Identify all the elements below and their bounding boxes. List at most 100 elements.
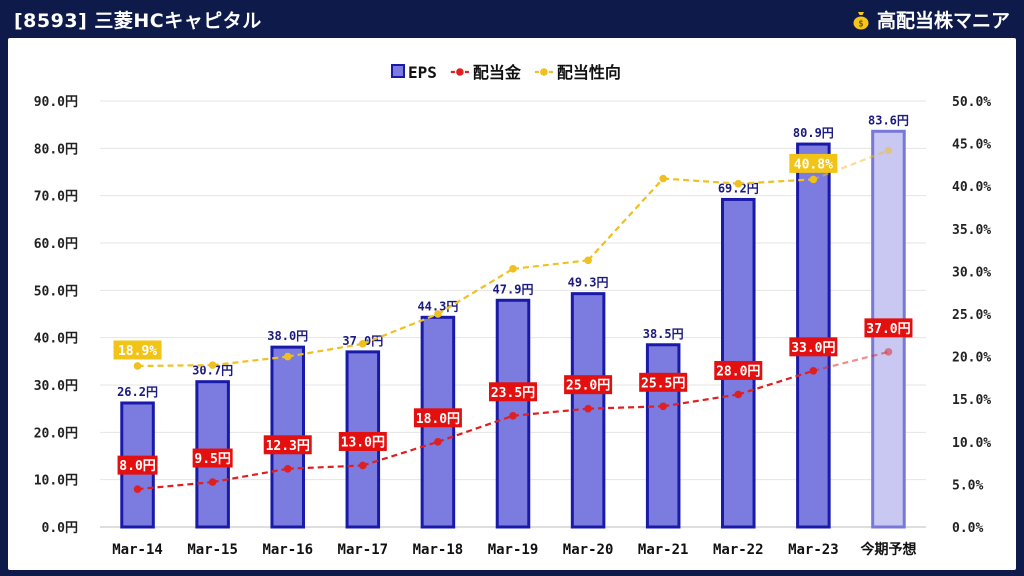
- y-right-tick-label: 10.0%: [952, 436, 991, 451]
- dividend-data-label-box: [789, 337, 838, 357]
- dividend-data-label-box: [117, 455, 158, 475]
- y-left-tick-label: 30.0円: [34, 379, 78, 394]
- payout-ratio-line-segment: [137, 364, 213, 368]
- eps-data-label: 30.7円: [192, 364, 233, 378]
- eps-data-label: 38.5円: [643, 327, 684, 341]
- dividend-data-label-box: [639, 372, 688, 392]
- payout-ratio-point: [734, 179, 743, 188]
- dividend-line-segment: [362, 440, 439, 467]
- y-left-tick-label: 40.0円: [34, 332, 78, 347]
- brand-logo: $ 高配当株マニア: [851, 6, 1010, 33]
- legend-swatch-point: [540, 68, 548, 76]
- payout-ratio-line-segment: [212, 355, 288, 367]
- eps-data-label: 38.0円: [267, 329, 308, 343]
- legend-label: 配当金: [473, 63, 522, 82]
- dividend-data-label: 18.0円: [416, 412, 460, 427]
- dividend-line-segment: [287, 464, 363, 470]
- dividend-data-label-box: [263, 435, 312, 455]
- x-tick-label: Mar-17: [338, 542, 389, 558]
- y-right-tick-label: 50.0%: [952, 95, 991, 110]
- y-left-tick-label: 80.0円: [34, 142, 78, 157]
- x-tick-label: Mar-23: [788, 542, 839, 558]
- dividend-point: [359, 461, 367, 470]
- payout-ratio-point: [359, 340, 367, 348]
- dividend-point: [884, 348, 893, 356]
- dividend-data-label: 8.0円: [119, 459, 155, 474]
- y-left-tick-label: 90.0円: [34, 95, 78, 110]
- y-right-tick-label: 25.0%: [952, 308, 991, 323]
- dividend-line-segment: [212, 467, 288, 484]
- dividend-data-label: 9.5円: [194, 452, 230, 467]
- dividend-data-label-box: [714, 360, 763, 380]
- payout-ratio-point: [434, 310, 442, 318]
- y-left-tick-label: 50.0円: [34, 284, 78, 299]
- payout-ratio-line-segment: [437, 267, 514, 315]
- eps-data-label: 26.2円: [117, 385, 158, 399]
- dividend-line-segment: [512, 407, 589, 417]
- y-right-tick-label: 35.0%: [952, 223, 991, 238]
- dividend-point: [208, 478, 217, 486]
- dividend-point: [809, 367, 818, 375]
- eps-bar: [645, 343, 681, 529]
- dividend-line-segment: [737, 369, 814, 396]
- payout-ratio-point: [584, 256, 592, 265]
- dividend-line-segment: [813, 350, 889, 372]
- x-tick-label: Mar-14: [112, 542, 163, 558]
- legend-swatch-eps: [391, 64, 405, 78]
- y-right-tick-label: 5.0%: [952, 478, 983, 493]
- eps-data-label: 47.9円: [493, 282, 534, 296]
- dividend-line-segment: [437, 414, 514, 443]
- payout-ratio-line-segment: [287, 342, 364, 358]
- y-right-tick-label: 15.0%: [952, 393, 991, 408]
- money-bag-icon: $: [853, 11, 869, 29]
- payout-ratio-line-segment: [512, 259, 589, 270]
- payout-ratio-line-segment: [587, 177, 664, 262]
- x-tick-label: Mar-18: [413, 542, 464, 558]
- dividend-point: [133, 485, 142, 493]
- x-tick-label: Mar-15: [187, 542, 238, 558]
- y-left-tick-label: 20.0円: [34, 426, 78, 441]
- dividend-data-label: 25.0円: [566, 379, 610, 394]
- dividend-point: [434, 438, 442, 446]
- x-tick-label: Mar-19: [488, 542, 539, 558]
- payout-ratio-line-segment: [362, 312, 439, 345]
- x-tick-label: Mar-20: [563, 542, 614, 558]
- dividend-point: [283, 464, 292, 473]
- dividend-line-segment: [137, 480, 213, 491]
- dividend-data-label: 33.0円: [791, 341, 835, 356]
- eps-data-label: 44.3円: [417, 299, 458, 313]
- chart-panel: 0.0円 10.0円 20.0円 30.0円 40.0円 50.0円 60.0円 70.0円 8…: [8, 38, 1016, 570]
- payout-ratio-point: [208, 361, 217, 369]
- dividend-data-label: 23.5円: [491, 386, 535, 401]
- payout-ratio-point: [283, 352, 292, 361]
- dividend-point: [509, 411, 517, 420]
- payout-ratio-line-segment: [812, 149, 889, 181]
- eps-data-label: 80.9円: [793, 126, 834, 140]
- payout-ratio-point: [509, 265, 517, 273]
- x-tick-label: Mar-21: [638, 542, 689, 558]
- dividend-point: [659, 402, 667, 411]
- dividend-data-label-box: [338, 431, 387, 451]
- payout-ratio-point: [133, 362, 142, 370]
- svg-text:$: $: [858, 19, 863, 29]
- dividend-data-label-box: [864, 318, 913, 338]
- x-tick-label: Mar-22: [713, 542, 764, 558]
- dividend-line-segment: [588, 405, 664, 410]
- y-right-tick-label: 0.0%: [952, 521, 983, 536]
- y-left-tick-label: 70.0円: [34, 190, 78, 205]
- x-tick-label: Mar-16: [262, 542, 313, 558]
- eps-data-label: 83.6円: [868, 113, 909, 127]
- dividend-data-label-box: [489, 382, 537, 402]
- y-right-tick-label: 30.0%: [952, 265, 991, 280]
- dividend-data-label: 28.0円: [716, 364, 760, 379]
- dividend-data-label: 37.0円: [866, 322, 910, 337]
- y-left-tick-label: 60.0円: [34, 237, 78, 252]
- payout-ratio-point: [884, 146, 893, 155]
- dividend-data-label-box: [564, 375, 613, 395]
- y-right-tick-label: 45.0%: [952, 138, 991, 153]
- y-right-tick-label: 20.0%: [952, 351, 991, 366]
- payout-ratio-line-segment: [738, 178, 814, 185]
- eps-bar: [796, 142, 831, 529]
- payout-data-label-box: [789, 153, 838, 173]
